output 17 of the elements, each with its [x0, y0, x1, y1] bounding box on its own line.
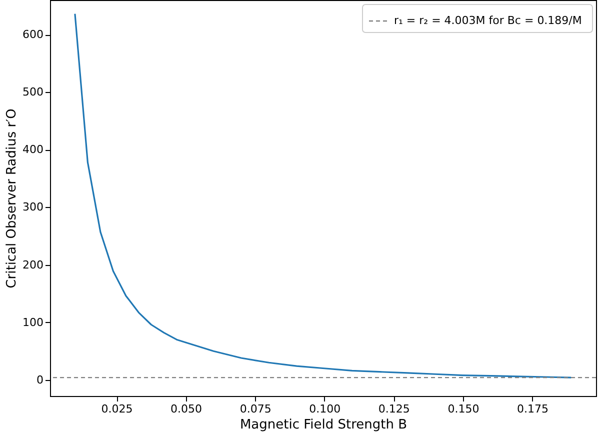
y-tick-label: 500: [22, 86, 44, 99]
y-tick-label: 300: [22, 200, 44, 214]
y-axis-title: Critical Observer Radius r′O: [4, 108, 20, 288]
y-tick-label: 100: [22, 316, 44, 329]
x-tick-label: 0.050: [170, 402, 202, 416]
y-tick-label: 0: [36, 373, 44, 386]
legend-label: r₁ = r₂ = 4.003M for Bc = 0.189/M: [394, 14, 582, 27]
x-tick-label: 0.025: [101, 402, 133, 416]
x-tick-label: 0.075: [240, 402, 272, 416]
x-tick-label: 0.150: [448, 402, 480, 416]
x-tick-label: 0.175: [517, 402, 549, 416]
y-tick-label: 400: [22, 143, 44, 156]
y-tick-label: 600: [22, 28, 44, 42]
y-tick-label: 200: [22, 258, 44, 272]
x-tick-label: 0.100: [309, 402, 341, 416]
x-axis-title: Magnetic Field Strength B: [240, 418, 408, 432]
x-tick-label: 0.125: [378, 402, 410, 416]
